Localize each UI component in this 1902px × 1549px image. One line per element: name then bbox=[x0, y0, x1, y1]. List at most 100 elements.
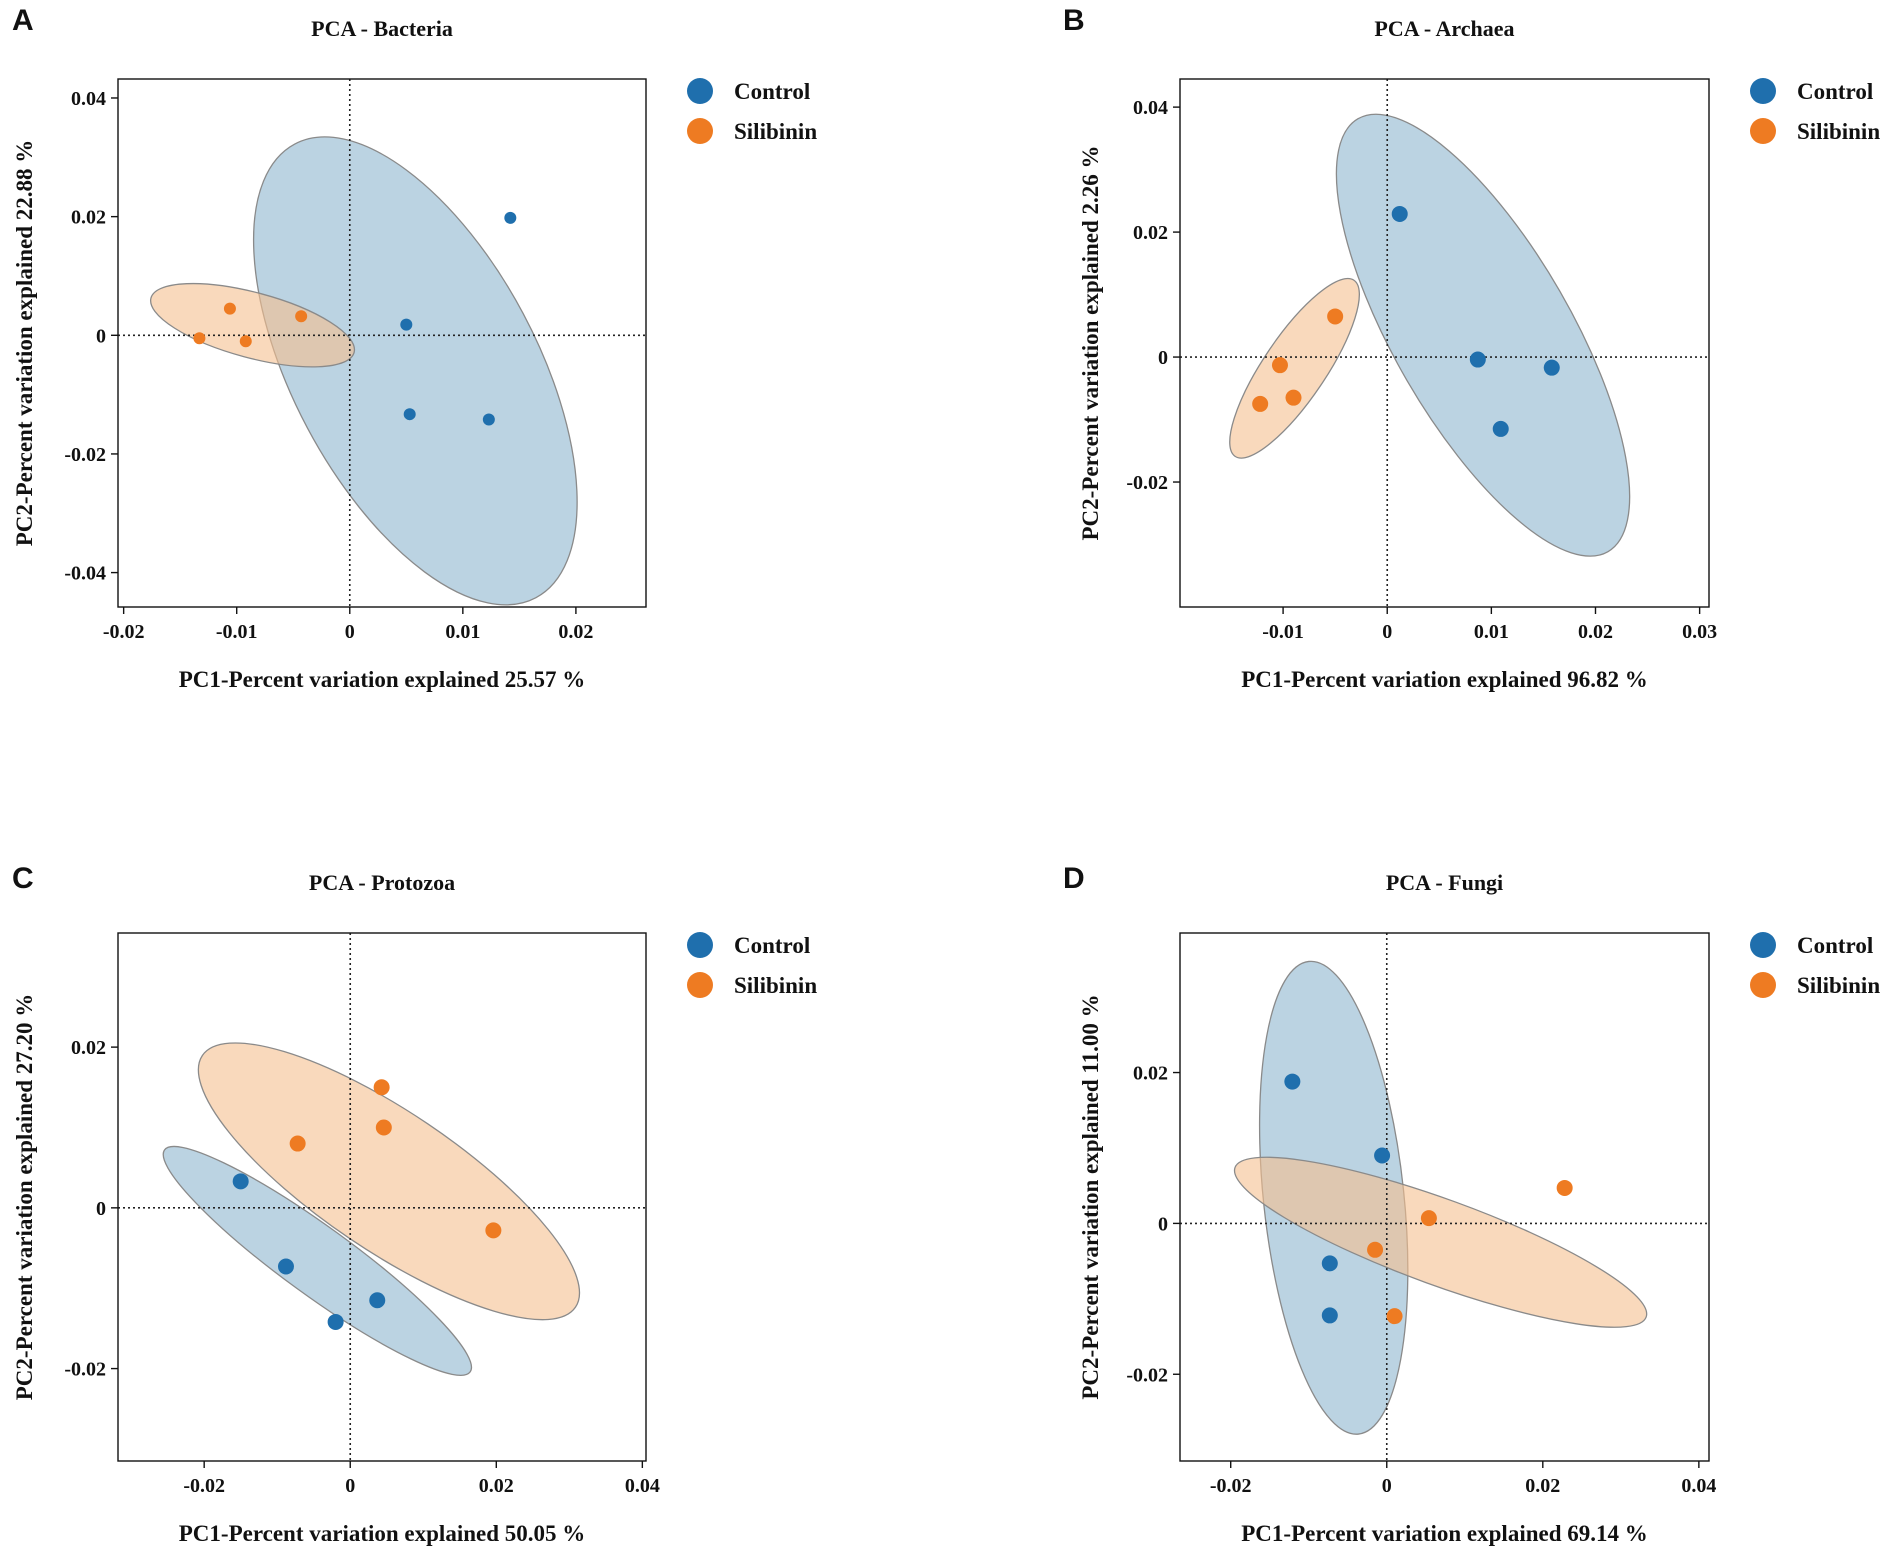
ellipse-control bbox=[252, 136, 578, 606]
legend-label-silibinin: Silibinin bbox=[1797, 973, 1880, 998]
data-point-silibinin bbox=[1556, 1179, 1573, 1196]
legend-marker-control bbox=[1750, 932, 1776, 958]
y-tick-label: -0.02 bbox=[1126, 1364, 1168, 1386]
y-tick-label: -0.04 bbox=[64, 563, 106, 585]
y-tick-label: -0.02 bbox=[64, 1359, 106, 1381]
data-point-control bbox=[482, 413, 495, 426]
legend-label-control: Control bbox=[734, 79, 810, 104]
data-point-control bbox=[1321, 1255, 1338, 1272]
series-silibinin bbox=[289, 1079, 502, 1239]
chart-title: PCA - Fungi bbox=[1386, 870, 1503, 895]
plot-frame bbox=[117, 78, 647, 608]
series-control bbox=[232, 1173, 386, 1330]
plot-frame bbox=[117, 932, 647, 1462]
y-axis-label: PC2-Percent variation explained 11.00 % bbox=[1078, 994, 1103, 1399]
data-point-silibinin bbox=[295, 310, 308, 323]
data-point-silibinin bbox=[223, 302, 236, 315]
data-point-control bbox=[232, 1173, 249, 1190]
y-tick-label: 0.02 bbox=[71, 207, 106, 229]
data-point-control bbox=[369, 1292, 386, 1309]
panel-d: D PCA - Fungi -0.02 0 0.02 0.04 -0.02 0 0.02 PC1-… bbox=[1063, 862, 1880, 1546]
data-point-silibinin bbox=[1367, 1241, 1384, 1258]
data-point-silibinin bbox=[1386, 1308, 1403, 1325]
x-tick-label: 0 bbox=[345, 621, 355, 643]
panel-a: A PCA - Bacteria -0.02 -0.01 0 0.01 0.02 -0.04 -… bbox=[12, 4, 817, 692]
data-point-silibinin bbox=[239, 335, 252, 348]
y-tick-label: 0.04 bbox=[1133, 97, 1168, 119]
legend-marker-silibinin bbox=[687, 972, 713, 998]
legend: Control Silibinin bbox=[687, 78, 817, 144]
series-control bbox=[1391, 205, 1560, 437]
data-point-control bbox=[1543, 359, 1560, 376]
y-axis-label: PC2-Percent variation explained 27.20 % bbox=[12, 994, 37, 1401]
x-tick-label: 0 bbox=[1382, 621, 1392, 643]
x-tick-label: 0.04 bbox=[1681, 1475, 1716, 1497]
data-point-control bbox=[400, 318, 413, 331]
y-tick-label: 0.02 bbox=[1133, 1063, 1168, 1085]
series-silibinin bbox=[1252, 308, 1344, 412]
data-point-control bbox=[1321, 1307, 1338, 1324]
x-axis-label: PC1-Percent variation explained 50.05 % bbox=[179, 1521, 586, 1546]
legend-label-control: Control bbox=[1797, 933, 1873, 958]
panel-b: B PCA - Archaea -0.01 0 0.01 0.02 0.03 -0.02 0 0.… bbox=[1063, 4, 1880, 692]
x-tick-label: 0.02 bbox=[1525, 1475, 1560, 1497]
legend: Control Silibinin bbox=[1750, 78, 1880, 144]
data-point-silibinin bbox=[289, 1135, 306, 1152]
legend-marker-control bbox=[1750, 78, 1776, 104]
legend: Control Silibinin bbox=[687, 932, 817, 998]
data-point-control bbox=[1469, 351, 1486, 368]
x-tick-label: -0.01 bbox=[1262, 621, 1304, 643]
y-tick-label: 0 bbox=[1158, 347, 1168, 369]
ellipse-silibinin bbox=[1229, 277, 1360, 459]
series-control bbox=[400, 211, 517, 426]
data-point-silibinin bbox=[373, 1079, 390, 1096]
y-tick-label: 0.02 bbox=[1133, 222, 1168, 244]
x-tick-label: 0 bbox=[1382, 1475, 1392, 1497]
data-point-silibinin bbox=[1285, 389, 1302, 406]
ellipse-silibinin bbox=[1233, 1156, 1648, 1328]
chart-title: PCA - Archaea bbox=[1374, 16, 1514, 41]
data-point-control bbox=[1492, 420, 1509, 437]
legend-marker-silibinin bbox=[1750, 972, 1776, 998]
plot-frame bbox=[1179, 932, 1710, 1462]
legend-marker-control bbox=[687, 78, 713, 104]
x-tick-label: 0.01 bbox=[1474, 621, 1509, 643]
series-silibinin bbox=[1367, 1179, 1573, 1325]
y-tick-label: 0 bbox=[96, 325, 106, 347]
panel-letter: C bbox=[12, 862, 34, 895]
x-axis-label: PC1-Percent variation explained 96.82 % bbox=[1241, 667, 1648, 692]
data-point-control bbox=[1374, 1147, 1391, 1164]
plot-frame bbox=[1179, 78, 1710, 608]
x-tick-label: 0.04 bbox=[625, 1475, 660, 1497]
legend-label-control: Control bbox=[734, 933, 810, 958]
legend-marker-silibinin bbox=[1750, 118, 1776, 144]
ellipse-control bbox=[162, 1145, 473, 1376]
x-tick-label: 0.02 bbox=[1578, 621, 1613, 643]
x-tick-label: -0.02 bbox=[1210, 1475, 1252, 1497]
data-point-silibinin bbox=[193, 332, 206, 345]
x-axis-label: PC1-Percent variation explained 69.14 % bbox=[1241, 1521, 1648, 1546]
data-point-silibinin bbox=[1271, 357, 1288, 374]
legend-label-silibinin: Silibinin bbox=[734, 973, 817, 998]
legend-marker-control bbox=[687, 932, 713, 958]
confidence-ellipses bbox=[149, 136, 578, 606]
panel-letter: B bbox=[1063, 4, 1085, 37]
legend-marker-silibinin bbox=[687, 118, 713, 144]
data-point-silibinin bbox=[1252, 395, 1269, 412]
data-point-control bbox=[327, 1313, 344, 1330]
y-tick-label: 0.02 bbox=[71, 1037, 106, 1059]
ellipse-silibinin bbox=[149, 282, 356, 368]
panel-c: C PCA - Protozoa -0.02 0 0.02 0.04 -0.02 0 0.02 P… bbox=[12, 862, 817, 1546]
x-tick-label: 0.03 bbox=[1682, 621, 1717, 643]
y-axis-label: PC2-Percent variation explained 2.26 % bbox=[1078, 146, 1103, 541]
panel-letter: D bbox=[1063, 862, 1085, 895]
y-tick-label: 0 bbox=[96, 1198, 106, 1220]
chart-title: PCA - Protozoa bbox=[309, 870, 455, 895]
x-tick-label: 0.02 bbox=[479, 1475, 514, 1497]
data-point-control bbox=[403, 408, 416, 421]
data-point-silibinin bbox=[1327, 308, 1344, 325]
y-tick-label: 0 bbox=[1158, 1213, 1168, 1235]
data-point-silibinin bbox=[485, 1222, 502, 1239]
